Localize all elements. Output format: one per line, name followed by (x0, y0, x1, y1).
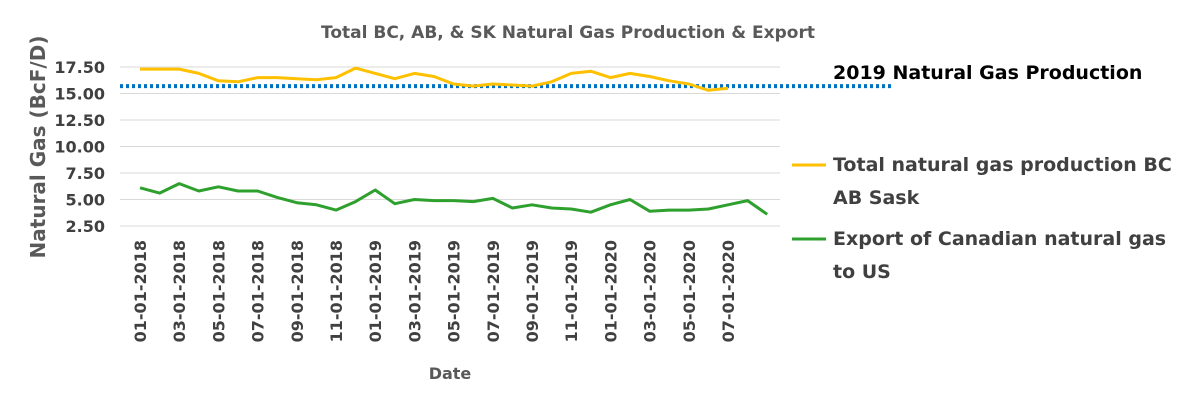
x-tick-label: 09-01-2018 (288, 240, 307, 342)
legend-label: Export of Canadian natural gas (833, 228, 1166, 250)
series-line-2 (139, 182, 769, 216)
reference-line-label: 2019 Natural Gas Production (833, 62, 1142, 84)
x-tick-label: 01-01-2020 (601, 240, 620, 342)
chart-title: Total BC, AB, & SK Natural Gas Productio… (321, 23, 815, 43)
y-tick-label: 15.00 (54, 85, 105, 104)
series-line-1 (140, 66, 729, 92)
y-tick-label: 5.00 (66, 191, 105, 210)
y-tick-label: 10.00 (54, 138, 105, 157)
series-lines (139, 66, 769, 216)
x-tick-label: 11-01-2019 (562, 240, 581, 342)
x-axis-ticks: 01-01-2018 03-01-2018 05-01-2018 07-01-2018… (131, 240, 738, 342)
x-axis-label: Date (429, 364, 472, 383)
x-tick-label: 05-01-2020 (680, 240, 699, 342)
x-tick-label: 03-01-2019 (405, 240, 424, 342)
x-tick-label: 07-01-2018 (249, 240, 268, 342)
legend-label: AB Sask (833, 187, 920, 209)
x-tick-label: 09-01-2019 (523, 240, 542, 342)
legend: Total natural gas production BC AB Sask Ex… (792, 154, 1172, 283)
x-tick-label: 01-01-2018 (131, 240, 150, 342)
x-tick-label: 07-01-2020 (719, 240, 738, 342)
x-tick-label: 07-01-2019 (484, 240, 503, 342)
legend-label: to US (833, 261, 891, 283)
x-tick-label: 01-01-2019 (366, 240, 385, 342)
x-tick-label: 11-01-2018 (327, 240, 346, 342)
gridlines (120, 66, 780, 227)
y-tick-label: 7.50 (66, 164, 105, 183)
x-tick-label: 03-01-2018 (170, 240, 189, 342)
y-axis-label: Natural Gas (BcF/D) (26, 36, 50, 259)
y-tick-label: 17.50 (54, 58, 105, 77)
y-tick-label: 12.50 (54, 111, 105, 130)
x-tick-label: 03-01-2020 (641, 240, 660, 342)
x-tick-label: 05-01-2019 (445, 240, 464, 342)
x-tick-label: 05-01-2018 (209, 240, 228, 342)
y-tick-label: 2.50 (66, 217, 105, 236)
y-axis-ticks: 2.50 5.00 7.50 10.00 12.50 15.00 17.50 (54, 58, 105, 236)
legend-label: Total natural gas production BC (833, 154, 1172, 176)
